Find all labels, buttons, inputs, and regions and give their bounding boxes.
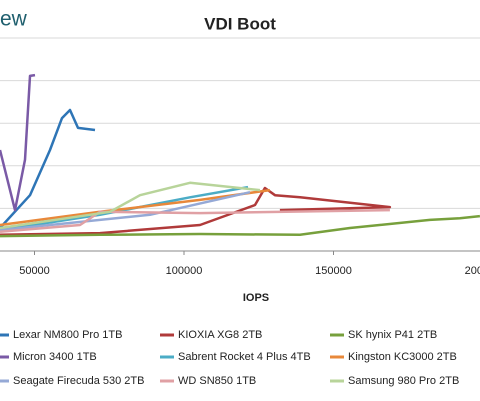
series-line bbox=[0, 181, 261, 230]
legend-label: Samsung 980 Pro 2TB bbox=[348, 375, 459, 387]
logo: ew bbox=[0, 8, 28, 31]
legend-label: Micron 3400 1TB bbox=[13, 351, 97, 363]
legend-label: WD SN850 1TB bbox=[178, 375, 256, 387]
series-line bbox=[0, 208, 390, 234]
series-line bbox=[0, 108, 96, 229]
legend-label: Seagate Firecuda 530 2TB bbox=[13, 375, 144, 387]
series-line bbox=[0, 214, 480, 238]
series-line bbox=[0, 73, 36, 212]
legend-label: Lexar NM800 Pro 1TB bbox=[13, 329, 122, 341]
series-line bbox=[0, 188, 271, 227]
x-axis-title: IOPS bbox=[243, 292, 269, 304]
legend-label: SK hynix P41 2TB bbox=[348, 329, 437, 341]
series-line bbox=[0, 190, 251, 232]
x-tick-label: 200000 bbox=[465, 265, 480, 277]
legend-label: KIOXIA XG8 2TB bbox=[178, 329, 262, 341]
x-tick-label: 50000 bbox=[19, 265, 50, 277]
legend-label: Sabrent Rocket 4 Plus 4TB bbox=[178, 351, 311, 363]
x-tick-label: 150000 bbox=[315, 265, 352, 277]
series-line bbox=[0, 186, 392, 237]
chart-title: VDI Boot bbox=[204, 14, 276, 33]
legend-label: Kingston KC3000 2TB bbox=[348, 351, 457, 363]
x-tick-label: 100000 bbox=[166, 265, 203, 277]
